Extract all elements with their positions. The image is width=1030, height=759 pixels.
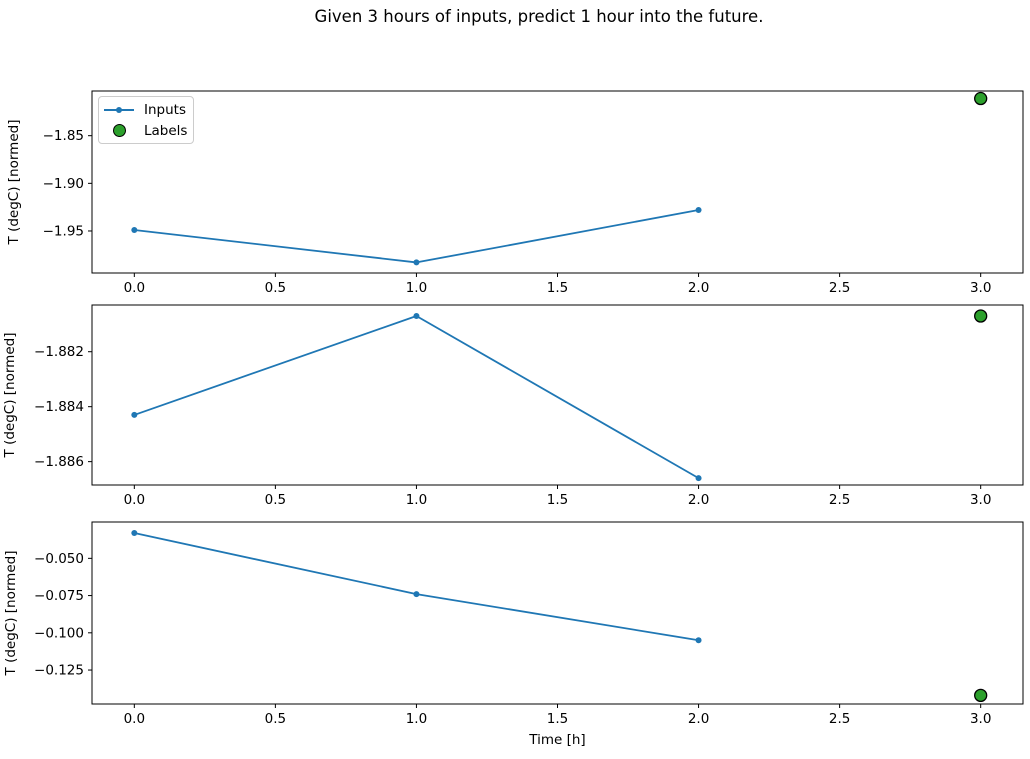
x-tick-label: 3.0 (970, 711, 991, 727)
inputs-marker (413, 591, 420, 598)
x-tick-label: 0.0 (124, 280, 145, 296)
legend: Inputs Labels (98, 96, 194, 144)
x-tick-label: 2.0 (688, 280, 709, 296)
inputs-marker (131, 530, 138, 537)
x-tick-label: 0.5 (265, 492, 286, 508)
inputs-line-swatch (104, 106, 134, 113)
x-tick-label: 1.0 (406, 492, 427, 508)
x-tick-label: 0.0 (124, 711, 145, 727)
labels-circle-icon (104, 124, 144, 137)
inputs-line (134, 209, 699, 264)
y-tick-label: −1.882 (34, 344, 84, 360)
y-tick-label: −1.85 (43, 128, 84, 144)
inputs-line (134, 532, 699, 642)
x-tick-label: 1.5 (547, 280, 568, 296)
x-tick-label: 0.0 (124, 492, 145, 508)
legend-label-labels: Labels (144, 122, 188, 139)
inputs-marker (413, 312, 420, 319)
y-axis-label: T (degC) [normed] (3, 551, 19, 677)
y-tick-label: −1.886 (34, 454, 84, 470)
axes-frame (91, 521, 1024, 705)
inputs-marker (413, 259, 420, 266)
subplot-1: 0.0 0.5 1.0 1.5 2.0 2.5 3.0 −1.85 −1.90 −1.95 T (d… (6, 90, 1024, 296)
x-tick-label: 0.5 (265, 711, 286, 727)
inputs-marker (695, 637, 702, 644)
x-tick-label: 2.5 (829, 280, 850, 296)
subplot-3: 0.0 0.5 1.0 1.5 2.0 2.5 3.0 −0.050 −0.075 −0.100 −… (3, 521, 1024, 748)
labels-circle-swatch (113, 124, 126, 137)
y-tick-label: −0.125 (34, 663, 84, 679)
inputs-marker (131, 227, 138, 234)
x-tick-label: 2.5 (829, 492, 850, 508)
figure-title: Given 3 hours of inputs, predict 1 hour … (314, 7, 764, 26)
y-tick-label: −0.075 (34, 588, 84, 604)
legend-item-labels: Labels (104, 122, 187, 139)
y-tick-label: −0.050 (34, 551, 84, 567)
y-tick-label: −1.90 (43, 176, 84, 192)
inputs-line-icon (104, 106, 144, 113)
legend-label-inputs: Inputs (144, 101, 186, 118)
y-tick-label: −0.100 (34, 625, 84, 641)
x-axis-label: Time [h] (528, 732, 585, 748)
y-tick-label: −1.95 (43, 223, 84, 239)
labels-marker (974, 91, 988, 106)
labels-marker (974, 309, 988, 323)
x-tick-label: 2.0 (688, 711, 709, 727)
x-tick-label: 1.5 (547, 711, 568, 727)
y-axis-label: T (degC) [normed] (2, 333, 18, 459)
x-tick-label: 1.0 (406, 280, 427, 296)
y-axis-label: T (degC) [normed] (6, 120, 22, 246)
x-tick-label: 3.0 (970, 492, 991, 508)
subplot-2: 0.0 0.5 1.0 1.5 2.0 2.5 3.0 −1.882 −1.884 −1.886 T… (2, 304, 1024, 508)
inputs-line (134, 315, 700, 479)
legend-item-inputs: Inputs (104, 101, 187, 118)
x-tick-label: 1.5 (547, 492, 568, 508)
inputs-dot-icon (116, 106, 122, 113)
y-tick-label: −1.884 (34, 399, 84, 415)
inputs-marker (131, 411, 138, 418)
x-tick-label: 2.0 (688, 492, 709, 508)
axes-frame (91, 90, 1024, 274)
axes-frame (91, 304, 1024, 486)
inputs-marker (695, 475, 702, 482)
x-tick-label: 2.5 (829, 711, 850, 727)
inputs-marker (695, 207, 702, 214)
labels-marker (974, 688, 988, 703)
x-tick-label: 3.0 (970, 280, 991, 296)
x-tick-label: 0.5 (265, 280, 286, 296)
x-tick-label: 1.0 (406, 711, 427, 727)
